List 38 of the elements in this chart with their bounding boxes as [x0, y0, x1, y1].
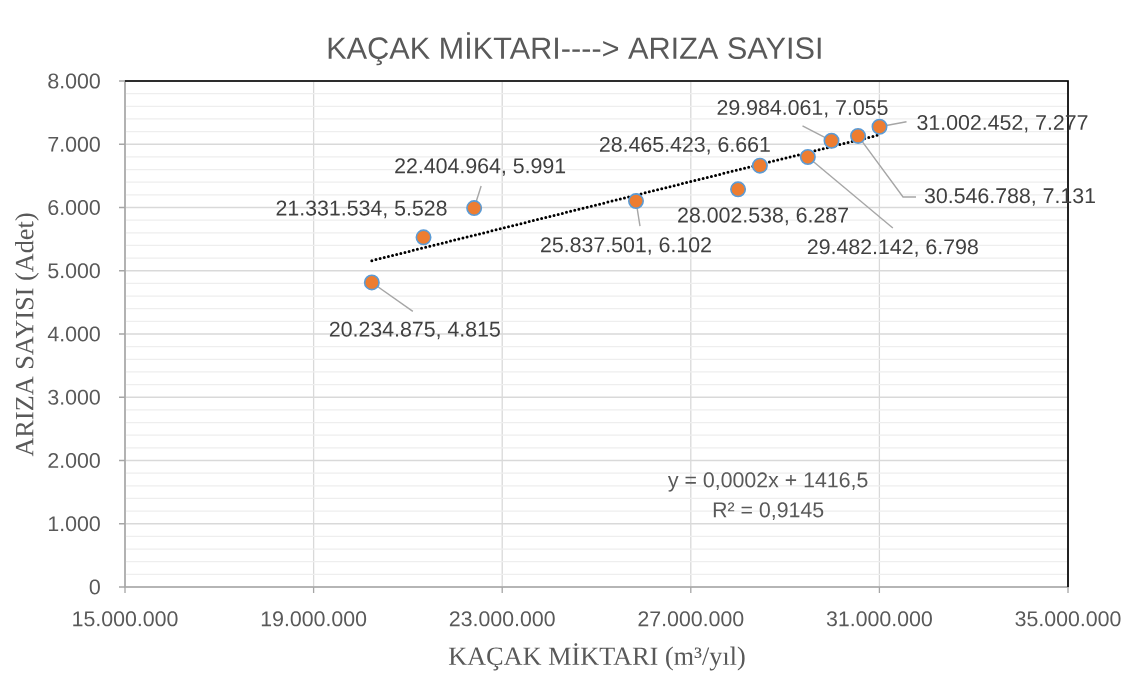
y-tick-label: 4.000 [47, 326, 100, 342]
annotation: R² = 0,9145 [713, 502, 824, 520]
y-tick-label: 2.000 [48, 452, 100, 469]
data-label: 21.331.534, 5.528 [276, 200, 447, 219]
data-label: 29.984.061, 7.055 [717, 99, 888, 118]
data-label: 20.234.875, 4.815 [329, 321, 500, 340]
chart-title: KAÇAK MİKTARI----> ARIZA SAYISI [328, 32, 821, 66]
data-label: 22.404.964, 5.991 [395, 158, 566, 176]
x-tick-label: 27.000.000 [638, 611, 744, 627]
data-label: 28.465.423, 6.661 [599, 136, 770, 155]
x-axis-title: KAÇAK MİKTARI (m³/yıl) [448, 643, 745, 671]
point [871, 118, 888, 135]
point [751, 157, 768, 174]
point [466, 200, 483, 217]
x-tick-label: 23.000.000 [449, 611, 555, 627]
x-tick-label: 15.000.000 [73, 611, 178, 627]
y-tick-label: 0 [89, 579, 100, 595]
point [363, 274, 380, 291]
annotation: y = 0,0002x + 1416,5 [667, 472, 868, 492]
y-tick-label: 1.000 [48, 516, 100, 532]
data-label: 28.002.538, 6.287 [678, 207, 848, 226]
x-tick-label: 19.000.000 [261, 611, 367, 627]
y-tick-label: 5.000 [48, 263, 100, 279]
point [850, 127, 867, 144]
y-axis-title: ARIZA SAYISI (Adet) [15, 213, 39, 457]
y-tick-label: 3.000 [48, 389, 100, 405]
y-tick-label: 8.000 [48, 73, 100, 89]
data-label: 25.837.501, 6.102 [541, 237, 711, 255]
data-label: 29.482.142, 6.798 [807, 239, 978, 257]
point [799, 149, 816, 166]
x-tick-label: 35.000.000 [1015, 611, 1121, 627]
point [627, 193, 644, 210]
point [415, 229, 432, 246]
x-tick-label: 31.000.000 [826, 611, 932, 627]
y-tick-label: 7.000 [48, 136, 100, 152]
point [730, 181, 747, 198]
y-tick-label: 6.000 [48, 199, 100, 216]
point [823, 132, 840, 149]
